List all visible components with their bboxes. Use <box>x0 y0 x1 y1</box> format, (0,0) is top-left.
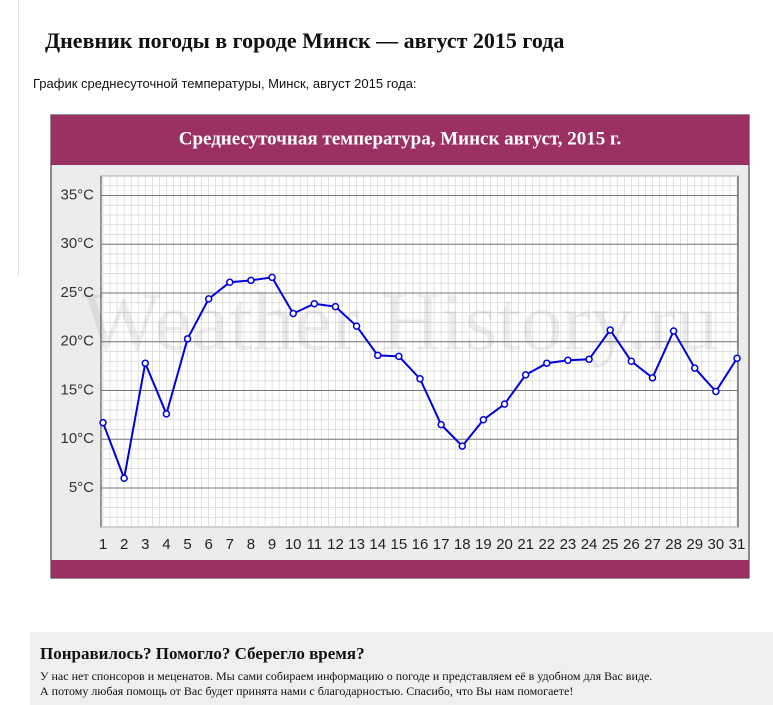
data-point <box>479 416 488 424</box>
y-tick-label: 5°C <box>69 479 94 496</box>
x-tick-label: 30 <box>708 536 725 553</box>
y-tick-label: 25°C <box>60 284 94 301</box>
y-tick-label: 15°C <box>60 381 94 398</box>
x-tick-label: 28 <box>665 536 682 553</box>
data-point <box>331 302 340 311</box>
x-tick-label: 21 <box>517 536 534 553</box>
data-point <box>247 276 255 285</box>
footer-title: Понравилось? Помогло? Сберегло время? <box>40 644 365 663</box>
data-point <box>712 387 720 396</box>
y-tick-label: 10°C <box>60 430 94 447</box>
x-tick-label: 16 <box>412 536 429 553</box>
x-tick-label: 15 <box>391 536 408 553</box>
data-point <box>458 442 467 450</box>
data-point <box>183 335 192 343</box>
x-tick-label: 18 <box>454 536 471 553</box>
data-point <box>564 356 572 365</box>
chart-title: Среднесуточная температура, Минск август… <box>179 128 622 149</box>
x-tick-label: 9 <box>268 536 276 553</box>
data-point <box>141 359 150 367</box>
x-tick-label: 23 <box>560 536 577 553</box>
x-tick-label: 17 <box>433 536 450 553</box>
data-point <box>289 309 297 318</box>
data-point <box>606 326 614 334</box>
data-point <box>204 295 213 303</box>
y-tick-label: 30°C <box>60 235 94 252</box>
x-tick-label: 8 <box>247 536 255 553</box>
data-point <box>310 299 319 308</box>
data-point <box>352 322 361 330</box>
data-point <box>373 351 382 360</box>
data-point <box>395 352 403 361</box>
x-tick-label: 27 <box>644 536 661 553</box>
y-tick-label: 35°C <box>60 186 94 203</box>
x-tick-label: 10 <box>285 536 302 553</box>
x-tick-label: 14 <box>369 536 386 553</box>
intro: График среднесуточной температуры, Минск… <box>33 76 417 91</box>
data-point <box>648 374 657 382</box>
footer: Понравилось? Помогло? Сберегло время? У … <box>30 632 773 705</box>
data-point <box>500 400 509 408</box>
x-tick-label: 20 <box>496 536 513 553</box>
data-point <box>416 375 424 383</box>
side-rule <box>18 0 19 275</box>
data-point <box>543 359 551 367</box>
x-tick-label: 25 <box>602 536 619 553</box>
x-tick-label: 13 <box>348 536 365 553</box>
x-tick-label: 22 <box>538 536 555 553</box>
x-tick-label: 2 <box>120 536 128 553</box>
x-tick-label: 5 <box>183 536 191 553</box>
chart: Среднесуточная температура, Минск август… <box>50 114 750 579</box>
data-point <box>120 474 128 482</box>
data-point <box>268 273 276 282</box>
chart-footer-bar <box>51 560 749 578</box>
data-point <box>627 357 636 365</box>
x-tick-label: 19 <box>475 536 492 553</box>
x-tick-label: 31 <box>729 536 746 553</box>
data-point <box>226 278 234 287</box>
y-tick-label: 20°C <box>60 333 94 350</box>
chart-header <box>51 115 749 165</box>
x-tick-label: 26 <box>623 536 640 553</box>
x-tick-label: 29 <box>686 536 703 553</box>
heading: Дневник погоды в городе Минск — август 2… <box>45 28 565 53</box>
data-point <box>733 354 741 363</box>
data-point <box>669 327 678 335</box>
data-point <box>162 410 171 418</box>
footer-line: У нас нет спонсоров и меценатов. Мы сами… <box>40 669 653 683</box>
x-tick-label: 4 <box>162 536 170 553</box>
data-point <box>585 355 593 364</box>
data-point <box>521 371 530 379</box>
x-tick-label: 24 <box>581 536 598 553</box>
x-tick-label: 12 <box>327 536 344 553</box>
x-tick-label: 6 <box>204 536 212 553</box>
x-tick-label: 3 <box>141 536 149 553</box>
data-point <box>99 418 107 427</box>
x-tick-label: 11 <box>307 536 323 553</box>
x-tick-label: 1 <box>99 536 107 553</box>
data-point <box>690 364 699 372</box>
data-point <box>437 420 445 429</box>
watermark: Weather History.ru <box>82 275 718 368</box>
x-tick-label: 7 <box>226 536 234 553</box>
footer-line: А потому любая помощь от Вас будет приня… <box>40 684 574 698</box>
